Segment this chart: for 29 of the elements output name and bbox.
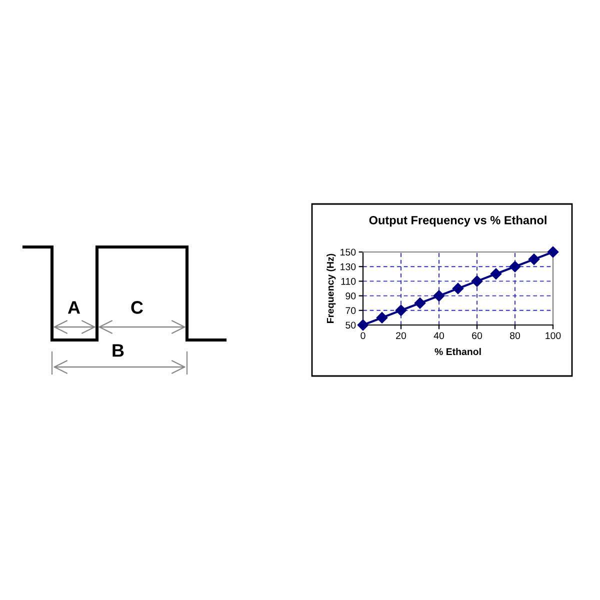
text: B <box>112 344 124 357</box>
x-tick-label: 80 <box>510 332 520 340</box>
x-tick-label: 100 <box>546 332 561 340</box>
point <box>376 312 388 324</box>
point <box>395 304 407 316</box>
point <box>490 268 502 280</box>
y-tick-label: 130 <box>340 263 356 270</box>
point <box>452 282 464 294</box>
y-tick-label: 90 <box>346 292 356 300</box>
point <box>433 290 445 302</box>
y-tick-label: 110 <box>341 278 356 285</box>
point <box>471 276 483 287</box>
y-tick-label: 50 <box>346 322 356 329</box>
x-tick-label: 0 <box>360 332 366 340</box>
text: C <box>131 301 144 314</box>
point <box>528 254 540 265</box>
x-axis-title: % Ethanol <box>434 348 481 356</box>
chart-title: Output Frequency vs % Ethanol <box>369 216 546 227</box>
x-tick-label: 60 <box>472 332 482 340</box>
y-tick-label: 70 <box>346 307 356 314</box>
text: A <box>68 301 80 314</box>
point <box>547 246 559 258</box>
y-tick-label: 150 <box>340 248 356 256</box>
x-tick-label: 40 <box>434 332 444 340</box>
y-axis-title: Frequency (Hz) <box>326 254 336 323</box>
x-tick-label: 20 <box>396 332 406 340</box>
point <box>357 319 369 331</box>
point <box>414 297 426 309</box>
point <box>509 260 521 272</box>
